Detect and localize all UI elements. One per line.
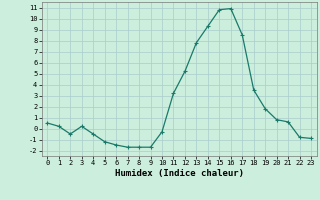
X-axis label: Humidex (Indice chaleur): Humidex (Indice chaleur)	[115, 169, 244, 178]
